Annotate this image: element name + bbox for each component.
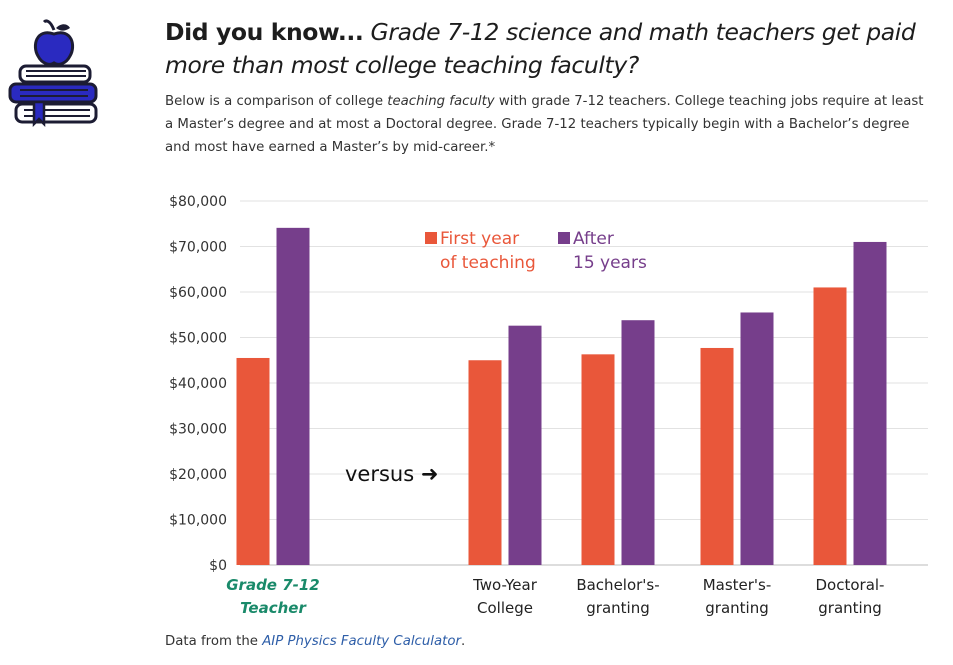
- title-question: Grade 7-12 science and math teachers get…: [165, 18, 916, 79]
- versus-annotation: versus ➜: [345, 462, 438, 486]
- y-tick-label: $40,000: [169, 376, 227, 392]
- bar: [236, 357, 270, 565]
- x-tick-label: Bachelor's-: [576, 576, 659, 594]
- y-tick-label: $0: [209, 558, 227, 574]
- source-period: .: [460, 634, 466, 649]
- x-tick-label: Two-Year: [472, 576, 538, 594]
- y-tick-label: $80,000: [169, 194, 227, 210]
- legend-label: of teaching: [440, 253, 536, 273]
- x-tick-label: College: [477, 599, 533, 617]
- legend-swatch: [558, 232, 570, 244]
- legend-label: 15 years: [573, 253, 647, 273]
- y-tick-label: $30,000: [169, 422, 227, 438]
- bar: [621, 320, 655, 565]
- source-text: Data from the: [165, 634, 263, 649]
- intro-emphasis: teaching faculty: [387, 94, 495, 109]
- x-tick-label: Grade 7-12: [226, 576, 320, 594]
- bar: [581, 354, 615, 565]
- bar: [508, 325, 542, 565]
- y-tick-label: $60,000: [169, 285, 227, 301]
- title-lead: Did you know...: [165, 18, 364, 46]
- bar: [276, 227, 310, 565]
- source-note: Data from the AIP Physics Faculty Calcul…: [165, 634, 465, 649]
- salary-bar-chart: $0 $10,000 $20,000 $30,000 $40,000 $50,000 $60…: [169, 194, 928, 617]
- bar: [813, 287, 847, 565]
- bar: [700, 347, 734, 565]
- x-tick-label: granting: [586, 599, 649, 617]
- bar: [468, 360, 502, 565]
- y-tick-label: $50,000: [169, 331, 227, 347]
- x-tick-label: granting: [818, 599, 881, 617]
- intro-paragraph: Below is a comparison of college teachin…: [165, 90, 933, 159]
- legend-label: First year: [440, 229, 519, 249]
- x-tick-label: Master's-: [703, 576, 772, 594]
- intro-text-b: with grade 7-12 teachers. College teachi…: [165, 94, 924, 155]
- apple-on-books-icon: [8, 19, 98, 128]
- bar: [853, 241, 887, 565]
- x-tick-label: Teacher: [240, 599, 307, 617]
- x-tick-label: granting: [705, 599, 768, 617]
- intro-text-a: Below is a comparison of college: [165, 94, 388, 109]
- legend-swatch: [425, 232, 437, 244]
- legend-label: After: [573, 229, 614, 249]
- y-tick-label: $10,000: [169, 513, 227, 529]
- page-title: Did you know... Grade 7-12 science and m…: [165, 16, 935, 82]
- bar: [740, 312, 774, 565]
- x-tick-label: Doctoral-: [816, 576, 885, 594]
- source-link[interactable]: AIP Physics Faculty Calculator: [262, 634, 461, 649]
- y-tick-label: $70,000: [169, 240, 227, 256]
- y-tick-label: $20,000: [169, 467, 227, 483]
